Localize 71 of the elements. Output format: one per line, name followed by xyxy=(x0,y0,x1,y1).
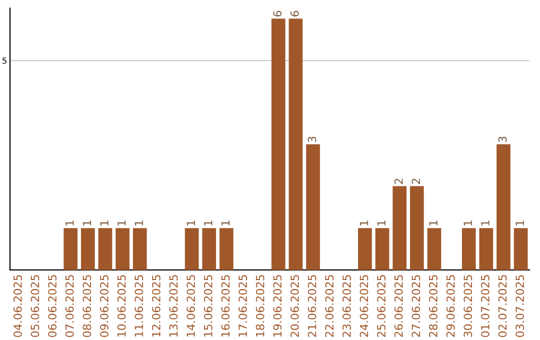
x-tick-label: 15.06.2025 xyxy=(204,275,212,337)
x-tick-label: 29.06.2025 xyxy=(446,275,455,337)
data-label: 6 xyxy=(290,10,299,16)
x-tick-label: 04.06.2025 xyxy=(13,275,22,338)
data-label: 1 xyxy=(204,220,212,226)
data-label: 1 xyxy=(66,220,74,226)
x-tick-label: 25.06.2025 xyxy=(377,275,386,337)
data-label: 1 xyxy=(429,220,438,226)
x-tick-label: 13.06.2025 xyxy=(169,275,178,337)
x-tick-label: 02.07.2025 xyxy=(498,275,507,338)
x-tick-label: 30.06.2025 xyxy=(464,275,472,337)
data-label: 2 xyxy=(412,178,420,184)
x-tick-label: 01.07.2025 xyxy=(481,275,490,338)
x-tick-label: 28.06.2025 xyxy=(429,275,438,337)
x-tick-label: 18.06.2025 xyxy=(256,275,264,337)
x-tick-label: 12.06.2025 xyxy=(152,275,160,337)
data-label: 1 xyxy=(118,220,126,226)
x-tick-label: 08.06.2025 xyxy=(82,275,92,338)
bar xyxy=(427,228,442,270)
bar xyxy=(392,186,407,270)
x-tick-label: 21.06.2025 xyxy=(308,275,316,337)
x-tick-label: 22.06.2025 xyxy=(325,275,334,337)
data-label: 1 xyxy=(360,220,368,226)
x-tick-label: 11.06.2025 xyxy=(134,275,144,337)
x-tick-label: 09.06.2025 xyxy=(100,275,108,338)
bar xyxy=(271,18,286,270)
data-label: 1 xyxy=(134,220,143,226)
x-tick-label: 03.07.2025 xyxy=(516,275,524,338)
bar xyxy=(514,228,528,270)
x-tick-label: 05.06.2025 xyxy=(30,275,40,338)
bar xyxy=(80,228,95,270)
bar xyxy=(358,228,372,270)
bar xyxy=(410,186,424,270)
data-label: 1 xyxy=(82,220,91,226)
data-label: 1 xyxy=(221,220,230,226)
bar xyxy=(132,228,147,270)
bar xyxy=(375,228,390,270)
bar xyxy=(306,144,320,270)
data-label: 1 xyxy=(481,220,490,226)
x-tick-label: 27.06.2025 xyxy=(412,275,420,337)
data-label: 3 xyxy=(308,136,316,142)
data-label: 1 xyxy=(100,220,108,226)
data-label: 1 xyxy=(377,220,386,226)
bar xyxy=(462,228,476,270)
bar xyxy=(98,228,112,270)
x-tick-label: 16.06.2025 xyxy=(221,275,230,337)
x-tick-label: 26.06.2025 xyxy=(394,275,403,337)
bar xyxy=(202,228,216,270)
x-tick-label: 24.06.2025 xyxy=(360,275,368,337)
x-tick-label: 14.06.2025 xyxy=(186,275,196,337)
x-tick-label: 20.06.2025 xyxy=(290,275,299,337)
bar xyxy=(116,228,130,270)
x-tick-label: 17.06.2025 xyxy=(238,275,247,337)
x-tick-label: 06.06.2025 xyxy=(48,275,57,338)
x-tick-label: 23.06.2025 xyxy=(342,275,351,337)
data-label: 2 xyxy=(394,178,403,184)
data-label: 1 xyxy=(464,220,472,226)
data-label: 6 xyxy=(273,10,282,16)
x-tick-label: 10.06.2025 xyxy=(117,275,126,337)
bar xyxy=(496,144,510,270)
x-tick-label: 07.06.2025 xyxy=(65,275,74,338)
data-label: 1 xyxy=(516,220,524,226)
bar xyxy=(220,228,234,270)
bar xyxy=(64,228,78,270)
bar xyxy=(184,228,199,270)
data-label: 1 xyxy=(186,220,195,226)
y-tick-label: 5 xyxy=(2,58,6,64)
x-tick-label: 19.06.2025 xyxy=(273,275,282,337)
bar xyxy=(288,18,303,270)
data-label: 3 xyxy=(498,136,507,142)
bar xyxy=(479,228,494,270)
